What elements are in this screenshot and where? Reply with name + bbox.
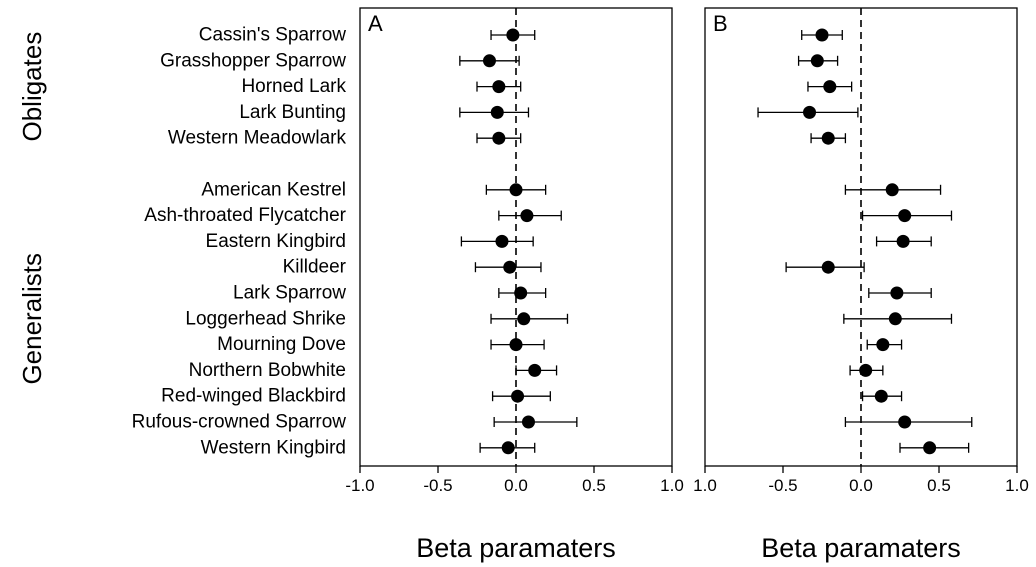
x-tick-label: 0.0 — [849, 476, 873, 495]
species-label: Eastern Kingbird — [206, 231, 346, 252]
species-label: Loggerhead Shrike — [185, 308, 346, 329]
estimate-point — [482, 54, 496, 68]
estimate-point — [888, 312, 902, 326]
estimate-point — [821, 260, 835, 274]
estimate-point — [890, 286, 904, 300]
estimate-point — [859, 363, 873, 377]
x-tick-label: 0.5 — [927, 476, 951, 495]
estimate-point — [490, 105, 504, 119]
estimate-point — [503, 260, 517, 274]
estimate-point — [823, 80, 837, 94]
estimate-point — [509, 338, 523, 352]
estimate-point — [495, 234, 509, 248]
species-labels: Cassin's Sparrow Grasshopper Sparrow Horne… — [17, 25, 347, 459]
panel-b: B 1.0 -0.5 0.0 0.5 1.0 Beta paramaters — [693, 7, 1029, 563]
estimate-point — [506, 28, 520, 42]
estimate-point — [810, 54, 824, 68]
estimate-point — [492, 131, 506, 145]
species-label: Cassin's Sparrow — [199, 25, 347, 46]
group-label: Generalists — [17, 253, 47, 385]
x-tick-label: 1.0 — [660, 476, 684, 495]
estimate-point — [885, 183, 899, 197]
estimate-point — [509, 183, 523, 197]
species-label: Ash-throated Flycatcher — [144, 205, 346, 226]
species-label: Northern Bobwhite — [189, 360, 346, 381]
species-label: Killdeer — [283, 257, 347, 278]
estimate-point — [898, 209, 912, 223]
species-label: Western Meadowlark — [168, 128, 347, 149]
x-tick-label: 1.0 — [1005, 476, 1029, 495]
panel-label: B — [713, 11, 728, 36]
x-tick-label: -1.0 — [345, 476, 374, 495]
x-axis-title: Beta paramaters — [761, 533, 961, 563]
estimate-point — [874, 389, 888, 403]
estimate-point — [815, 28, 829, 42]
panel-label: A — [368, 11, 383, 36]
species-label: Lark Bunting — [239, 102, 346, 123]
species-label: Mourning Dove — [217, 334, 346, 355]
estimate-point — [923, 441, 937, 455]
species-label: Red-winged Blackbird — [161, 386, 346, 407]
x-axis-title: Beta paramaters — [416, 533, 616, 563]
species-label: Horned Lark — [241, 76, 346, 97]
estimate-point — [501, 441, 515, 455]
estimate-point — [517, 312, 531, 326]
species-label: Rufous-crowned Sparrow — [132, 412, 347, 433]
estimate-point — [514, 286, 528, 300]
x-tick-label: -0.5 — [423, 476, 452, 495]
estimate-point — [876, 338, 890, 352]
species-label: Grasshopper Sparrow — [160, 50, 346, 71]
estimate-point — [511, 389, 525, 403]
estimate-point — [896, 234, 910, 248]
x-tick-label: 0.0 — [504, 476, 528, 495]
estimate-point — [821, 131, 835, 145]
estimate-point — [898, 415, 912, 429]
species-label: American Kestrel — [201, 179, 346, 200]
estimate-point — [528, 363, 542, 377]
estimate-point — [803, 105, 817, 119]
x-tick-label: 0.5 — [582, 476, 606, 495]
x-tick-label: 1.0 — [693, 476, 717, 495]
estimate-point — [520, 209, 534, 223]
species-label: Western Kingbird — [201, 437, 346, 458]
panel-a: A -1.0 -0.5 0.0 0.5 1.0 Beta paramaters — [345, 7, 684, 563]
panels: A -1.0 -0.5 0.0 0.5 1.0 Beta paramaters B 1.0 -0.… — [345, 7, 1029, 563]
estimate-point — [521, 415, 535, 429]
group-label: Obligates — [17, 32, 47, 142]
estimate-point — [492, 80, 506, 94]
x-tick-label: -0.5 — [768, 476, 797, 495]
species-label: Lark Sparrow — [233, 283, 346, 304]
